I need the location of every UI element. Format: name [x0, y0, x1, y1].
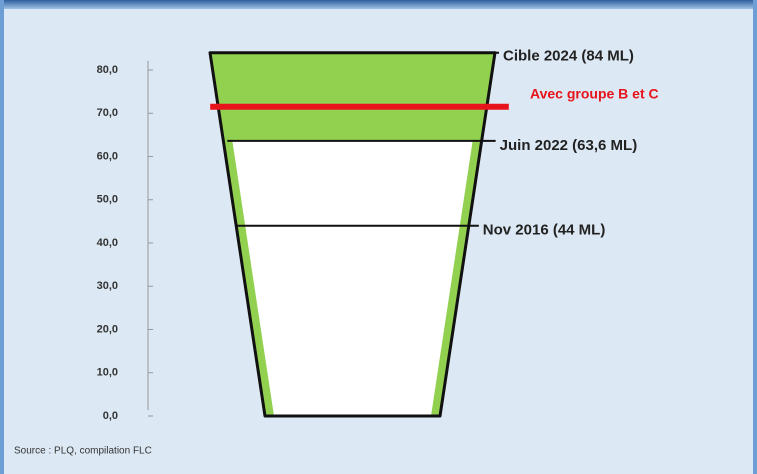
y-tick-label: 60,0: [97, 150, 118, 162]
right-border: [753, 0, 757, 474]
source: Source : PLQ, compilation FLC: [14, 446, 152, 457]
top-bar: [0, 0, 757, 9]
y-tick-label: 0,0: [103, 410, 118, 422]
y-tick-label: 30,0: [97, 280, 118, 292]
y-tick-label: 20,0: [97, 323, 118, 335]
filled-band: [210, 52, 495, 141]
left-border: [0, 0, 4, 474]
target-label: Avec groupe B et C: [530, 85, 659, 101]
y-tick-label: 40,0: [97, 237, 118, 249]
y-tick-label: 70,0: [97, 107, 118, 119]
y-tick-label: 80,0: [97, 64, 118, 76]
level-label: Cible 2024 (84 ML): [503, 48, 634, 65]
level-label: Juin 2022 (63,6 ML): [500, 137, 638, 154]
cup-inside: [232, 140, 473, 416]
y-tick-label: 50,0: [97, 194, 118, 206]
y-tick-label: 10,0: [97, 367, 118, 379]
level-label: Nov 2016 (44 ML): [483, 222, 606, 239]
